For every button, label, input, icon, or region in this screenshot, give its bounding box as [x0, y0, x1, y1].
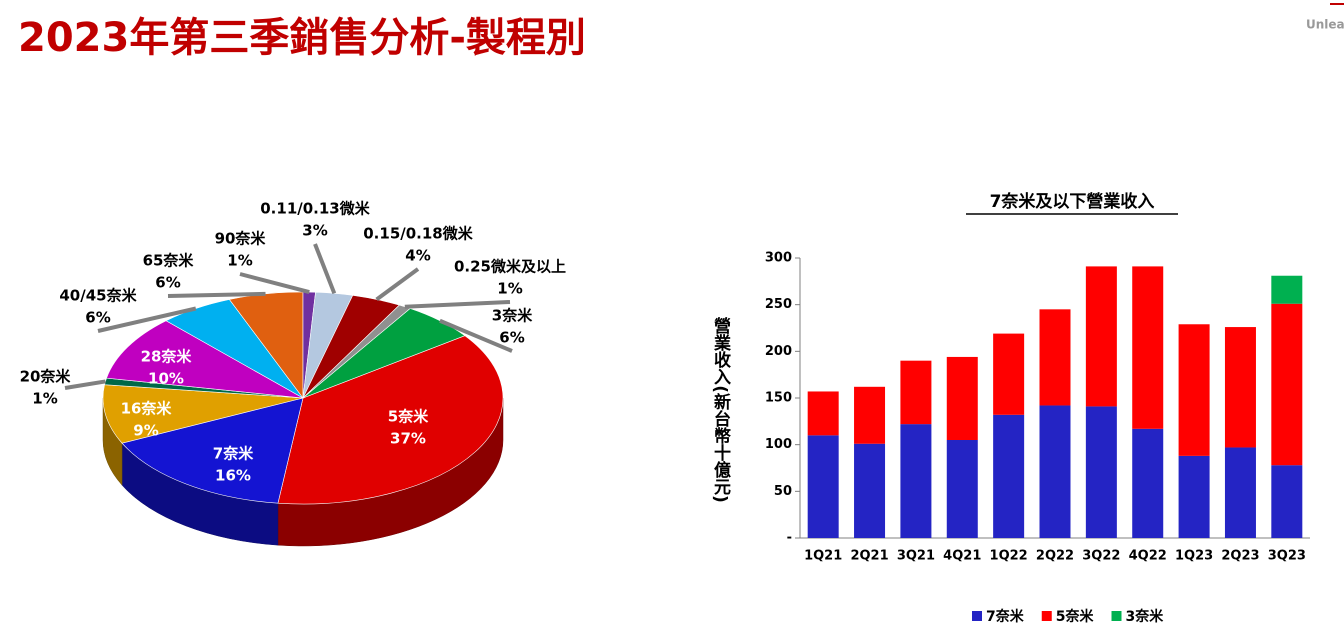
x-tick-label: 3Q21 [897, 549, 935, 564]
legend-swatch [1041, 611, 1052, 621]
bar-segment [1132, 266, 1164, 429]
leader-line [167, 291, 266, 298]
brand: Unleas [1306, 18, 1344, 32]
legend-label: 5奈米 [1056, 608, 1095, 625]
slice-value: 4% [405, 247, 430, 265]
bar-segment [1039, 405, 1071, 538]
y-tick-label: 200 [765, 344, 792, 359]
slice-label: 20奈米 [20, 368, 72, 386]
slice-label: 28奈米 [141, 348, 193, 366]
bar-segment [1039, 309, 1071, 406]
bar-segment [993, 414, 1025, 538]
x-tick-label: 2Q21 [850, 549, 888, 564]
leader-line [375, 267, 420, 302]
bar-segment [993, 333, 1025, 415]
slice-label: 3奈米 [492, 307, 533, 325]
slice-value: 37% [390, 430, 426, 448]
slice-value: 10% [148, 370, 184, 388]
bar-segment [1224, 447, 1256, 538]
slice-label: 65奈米 [143, 252, 195, 270]
bar-segment [1271, 303, 1303, 466]
pie-slice [277, 335, 504, 505]
slice-label: 0.25微米及以上 [454, 258, 566, 276]
slice-label: 40/45奈米 [59, 287, 137, 305]
slice-value: 16% [215, 467, 251, 485]
slice-value: 1% [32, 390, 57, 408]
bar-segment [1271, 275, 1303, 304]
bar-segment [1178, 324, 1210, 456]
x-tick-label: 1Q21 [804, 549, 842, 564]
x-tick-label: 3Q23 [1268, 549, 1306, 564]
bar-segment [1178, 455, 1210, 538]
bar-segment [854, 443, 886, 538]
slice-label: 16奈米 [121, 400, 173, 418]
bar-segment [1224, 327, 1256, 448]
leader-line [404, 300, 511, 309]
x-tick-label: 1Q23 [1175, 549, 1213, 564]
leader-line [439, 318, 513, 353]
slice-label: 90奈米 [215, 230, 267, 248]
bar-segment [1132, 428, 1164, 538]
slice-label: 0.15/0.18微米 [363, 225, 473, 243]
bar-chart-title: 7奈米及以下營業收入 [990, 191, 1155, 212]
slice-value: 6% [85, 309, 110, 327]
bar-segment [946, 440, 978, 538]
slice-value: 3% [302, 222, 327, 240]
bar-segment [1085, 266, 1117, 407]
bar-segment [1085, 406, 1117, 538]
pie-slice [302, 308, 466, 399]
legend-label: 3奈米 [1126, 608, 1165, 625]
y-tick-label: 300 [765, 251, 792, 266]
leader-line [64, 379, 106, 390]
slice-value: 6% [499, 329, 524, 347]
bar-segment [900, 360, 932, 425]
slice-label: 5奈米 [388, 408, 429, 426]
x-tick-label: 4Q22 [1129, 549, 1167, 564]
legend-label: 7奈米 [986, 608, 1025, 625]
x-tick-label: 2Q23 [1221, 549, 1259, 564]
bar-segment [807, 435, 839, 538]
slide-title: 2023年第三季銷售分析-製程別 [18, 15, 586, 61]
y-tick-label: 150 [765, 391, 792, 406]
legend-swatch [972, 611, 982, 621]
slice-value: 1% [227, 252, 252, 270]
bar-segment [900, 424, 932, 538]
y-axis-label: 營業收入(新台幣十億元) [710, 316, 731, 503]
y-tick-label: 100 [765, 437, 792, 452]
pie-slice [106, 320, 304, 399]
slice-label: 7奈米 [213, 445, 254, 463]
x-tick-label: 1Q22 [990, 549, 1028, 564]
bar-segment [946, 356, 978, 440]
y-tick-label: 250 [765, 297, 792, 312]
y-tick-label: - [787, 531, 792, 546]
x-tick-label: 3Q22 [1082, 549, 1120, 564]
y-tick-label: 50 [774, 484, 792, 499]
leader-line [97, 306, 197, 333]
bar-segment [854, 386, 886, 444]
pie-slice [102, 384, 304, 444]
slice-label: 0.11/0.13微米 [260, 200, 370, 218]
slice-value: 6% [155, 274, 180, 292]
bar-segment [807, 391, 839, 436]
x-tick-label: 2Q22 [1036, 549, 1074, 564]
slice-value: 1% [497, 280, 522, 298]
bar-segment [1271, 465, 1303, 538]
slice-value: 9% [133, 422, 158, 440]
pie-slice [121, 397, 304, 504]
x-tick-label: 4Q21 [943, 549, 981, 564]
legend-swatch [1111, 611, 1122, 621]
leader-line [313, 243, 337, 295]
leader-line [239, 272, 310, 294]
